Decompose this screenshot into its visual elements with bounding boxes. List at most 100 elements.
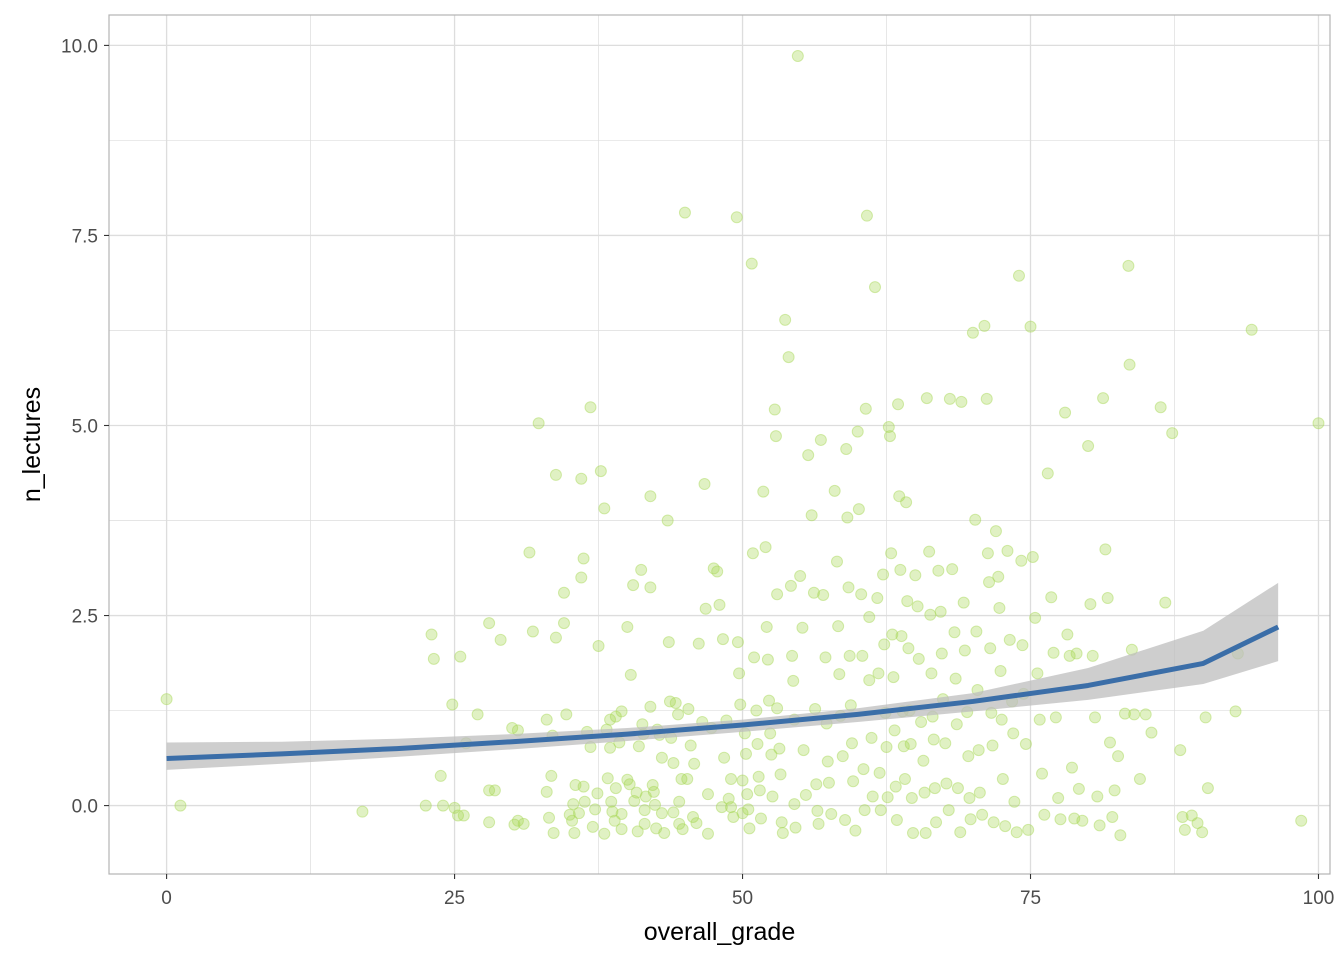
data-point [688,757,701,770]
data-point [644,700,657,713]
data-point [796,621,809,634]
data-point [631,825,644,838]
data-point [483,816,496,829]
data-point [983,576,996,589]
data-point [1174,744,1187,757]
data-point [1036,767,1049,780]
data-point [1031,667,1044,680]
data-point [797,744,810,757]
data-point [863,611,876,624]
data-point [807,586,820,599]
data-point [1245,323,1258,336]
data-point [1061,628,1074,641]
data-point [549,468,562,481]
confidence-ribbon [166,582,1279,770]
data-point [575,472,588,485]
data-point [1003,633,1016,646]
data-point [572,807,585,820]
fit-line-layer [166,624,1280,761]
data-point [907,826,920,839]
data-point [1185,809,1198,822]
data-point [940,777,953,790]
data-point [736,807,749,820]
data-point [904,738,917,751]
data-point [775,816,788,829]
data-point [779,313,792,326]
data-point [1154,401,1167,414]
data-point [924,608,937,621]
data-point [1054,813,1067,826]
data-point [845,737,858,750]
data-point [866,790,879,803]
data-point [1012,269,1025,282]
data-point [673,817,686,830]
x-tick-label: 0 [161,888,172,909]
data-point [725,801,738,814]
data-point [898,772,911,785]
data-point [858,804,871,817]
data-point [716,633,729,646]
data-point [1084,598,1097,611]
data-point [1112,750,1125,763]
data-point [989,525,1002,538]
data-point [557,617,570,630]
data-point [718,751,731,764]
data-point [776,826,789,839]
data-point [766,790,779,803]
data-point [925,667,938,680]
data-point [993,601,1006,614]
data-point [1001,544,1014,557]
data-point [549,631,562,644]
data-point [1114,829,1127,842]
data-point [609,782,622,795]
data-point [877,568,890,581]
data-point [488,784,501,797]
data-point [532,417,545,430]
data-point [981,547,994,560]
data-point [788,798,801,811]
data-point [1052,791,1065,804]
data-point [852,503,865,516]
data-point [543,811,556,824]
data-point [885,547,898,560]
data-point [897,740,910,753]
data-point [615,807,628,820]
data-point [566,814,579,827]
data-point [1093,819,1106,832]
data-point [494,633,507,646]
data-point [919,826,932,839]
data-point [949,672,962,685]
data-point [996,772,1009,785]
data-point [970,625,983,638]
data-point [819,651,832,664]
data-point [939,737,952,750]
data-point [734,698,747,711]
data-point [1295,814,1308,827]
data-point [957,596,970,609]
data-point [833,668,846,681]
data-point [1038,808,1051,821]
data-point [859,402,872,415]
data-point [753,784,766,797]
data-point [901,595,914,608]
data-point [746,547,759,560]
data-point [930,816,943,829]
data-point [986,739,999,752]
grid-layer [109,15,1330,874]
data-point [984,642,997,655]
data-point [1229,705,1242,718]
data-point [751,738,764,751]
data-point [1072,782,1085,795]
data-point [452,809,465,822]
data-point [1176,810,1189,823]
data-point [650,822,663,835]
data-point [890,814,903,827]
data-point [511,814,524,827]
data-point [973,786,986,799]
data-point [517,817,530,830]
data-point [727,810,740,823]
data-point [992,570,1005,583]
data-point [878,638,891,651]
data-point [1086,649,1099,662]
